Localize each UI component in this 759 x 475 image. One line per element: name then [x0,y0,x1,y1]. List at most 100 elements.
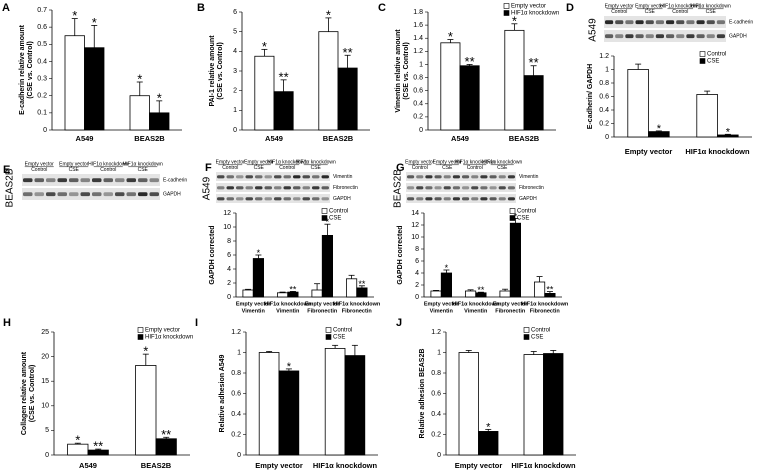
panel-letter: J [396,317,402,329]
y-tick-label: 2 [415,282,419,289]
y-tick-label: 1 [237,349,241,356]
y-tick-label: 1.2 [599,53,609,60]
panel-letter: E [3,164,10,176]
blot-band [34,192,44,197]
y-tick-label: 10 [223,224,231,231]
significance-mark: * [726,127,731,139]
legend-label: Control [333,328,352,334]
blot-header: Empty vector [25,161,55,167]
error-bar [91,25,98,48]
y-tick-label: 4 [415,270,419,277]
blot-band [236,175,244,179]
blot-band [46,178,56,183]
blot-header: Empty vector [216,159,246,165]
blot-band [293,175,301,179]
blot-band [452,186,460,190]
x-tick-label: Vimentin [430,308,454,314]
band-label: Fibronectin [519,185,544,191]
y-axis-label: GAPDH corrected [397,225,404,284]
blot-band [302,175,310,179]
blot-band [321,197,329,201]
blot-band [302,186,310,190]
y-tick-label: 0 [419,127,423,134]
error-bar [530,65,537,76]
y-tick-label: 1.4 [413,35,423,42]
x-tick-label: Vimentin [276,308,300,314]
y-tick-label: 10 [41,403,49,410]
bar [242,289,254,298]
blot-band [407,197,415,201]
error-bar [324,223,331,236]
bar [337,67,358,131]
y-tick-label: 25 [41,329,49,336]
error-bar [280,79,287,92]
blot-band [321,175,329,179]
band-label: Vimentin [519,174,539,180]
y-tick-label: 20 [41,353,49,360]
blot-band [507,175,515,179]
y-tick-label: 1.6 [413,22,423,29]
error-bar [136,81,143,96]
band-label: Fibronectin [333,185,358,191]
blot-band [676,34,685,39]
legend-swatch [699,51,706,57]
y-tick-label: 12 [223,210,231,217]
bar [440,42,461,131]
significance-mark: * [448,29,453,44]
legend-swatch [509,215,516,221]
blot-band [283,186,291,190]
blot-band [452,197,460,201]
y-tick-label: 0.2 [413,114,423,121]
error-bar [344,54,351,69]
legend-swatch [321,208,328,214]
blot-band [312,197,320,201]
significance-mark: ** [161,427,171,442]
blot-band [489,197,497,201]
y-tick-label: 0.6 [37,24,47,31]
legend-label: HIF1α knockdown [511,11,559,17]
error-bar [95,448,102,451]
legend-swatch [325,334,332,340]
blot-band [217,186,225,190]
blot-band [34,178,44,183]
bar [344,355,366,456]
y-tick-label: 1 [605,66,609,73]
error-bar [704,90,711,95]
blot-band [686,34,695,39]
chart-panel: C 0 0.2 0.4 0.6 0.8 1 1.2 1.4 1.6 1.8 Vimentin rela… [378,2,559,143]
significance-mark: ** [93,439,103,454]
significance-mark: * [137,71,142,86]
error-bar [655,130,662,132]
bar [478,431,499,456]
blot-strip [604,30,726,42]
y-axis-label: E-cadherin relative amount [19,24,26,115]
blot-strip [604,16,726,28]
error-bar [348,274,355,279]
bar [464,290,477,298]
error-bar [511,23,518,31]
bar [459,65,480,131]
significance-mark: * [92,15,97,30]
blot-band [635,20,644,25]
blot-band [138,192,148,197]
significance-mark: ** [546,285,554,295]
blot-band [645,34,654,39]
blot-strip [216,172,330,181]
blot-band [23,178,33,183]
legend-swatch [523,327,530,333]
y-tick-label: 0.7 [37,7,47,14]
error-bar [285,368,292,371]
significance-mark: ** [279,69,289,84]
legend-swatch [137,334,144,340]
blot-band [452,175,460,179]
significance-mark: * [157,90,162,105]
blot-band [462,186,470,190]
y-tick-label: 8 [415,246,419,253]
significance-mark: ** [358,279,366,289]
legend-label: Control [531,328,550,334]
blot-band [293,197,301,201]
significance-mark: * [287,361,292,373]
x-tick-label: HIF1α knockdown [511,461,576,470]
y-tick-label: 0.4 [413,101,423,108]
blot-band [126,192,136,197]
